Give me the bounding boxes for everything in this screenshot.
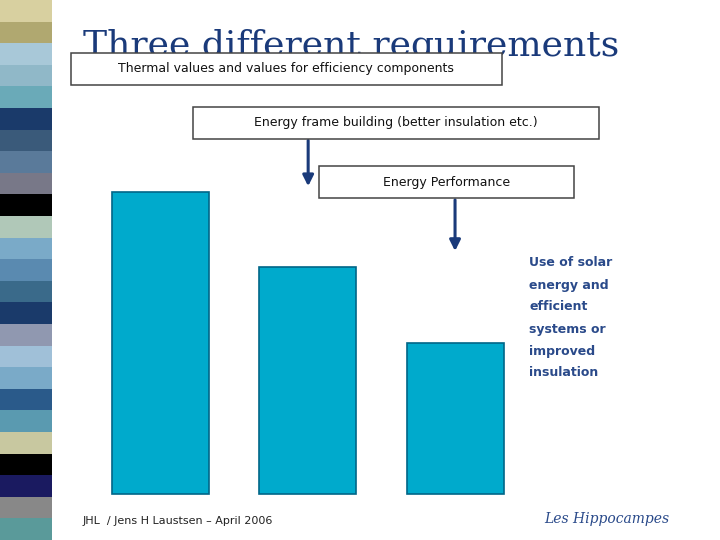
- Bar: [0, 65, 52, 86]
- Bar: [0, 0, 52, 22]
- FancyBboxPatch shape: [71, 53, 502, 85]
- Bar: [0, 454, 52, 475]
- Bar: [0, 22, 52, 43]
- Bar: [0, 475, 52, 497]
- Bar: [0, 497, 52, 518]
- Text: Energy frame building (better insulation etc.): Energy frame building (better insulation…: [254, 116, 538, 130]
- Bar: [0, 346, 52, 367]
- Bar: [0, 108, 52, 130]
- Bar: [0, 302, 52, 324]
- Bar: [112, 192, 209, 494]
- Bar: [0, 367, 52, 389]
- FancyBboxPatch shape: [193, 107, 599, 139]
- Bar: [0, 173, 52, 194]
- Bar: [259, 267, 356, 494]
- Bar: [0, 216, 52, 238]
- Text: Energy Performance: Energy Performance: [383, 176, 510, 189]
- Text: Les Hippocampes: Les Hippocampes: [544, 512, 670, 526]
- Bar: [0, 86, 52, 108]
- Bar: [0, 130, 52, 151]
- Bar: [0, 43, 52, 65]
- Text: Thermal values and values for efficiency components: Thermal values and values for efficiency…: [118, 62, 454, 76]
- Bar: [0, 259, 52, 281]
- Bar: [0, 281, 52, 302]
- Bar: [0, 518, 52, 540]
- Bar: [0, 238, 52, 259]
- Bar: [407, 343, 504, 494]
- Bar: [0, 389, 52, 410]
- Text: Use of solar
energy and
efficient
systems or
improved
insulation: Use of solar energy and efficient system…: [529, 256, 613, 380]
- Bar: [0, 432, 52, 454]
- FancyBboxPatch shape: [319, 166, 574, 198]
- Bar: [0, 324, 52, 346]
- Bar: [0, 410, 52, 432]
- Bar: [0, 151, 52, 173]
- Bar: [0, 194, 52, 216]
- Text: Three different requirements: Three different requirements: [83, 29, 619, 63]
- Text: JHL  / Jens H Laustsen – April 2006: JHL / Jens H Laustsen – April 2006: [83, 516, 273, 526]
